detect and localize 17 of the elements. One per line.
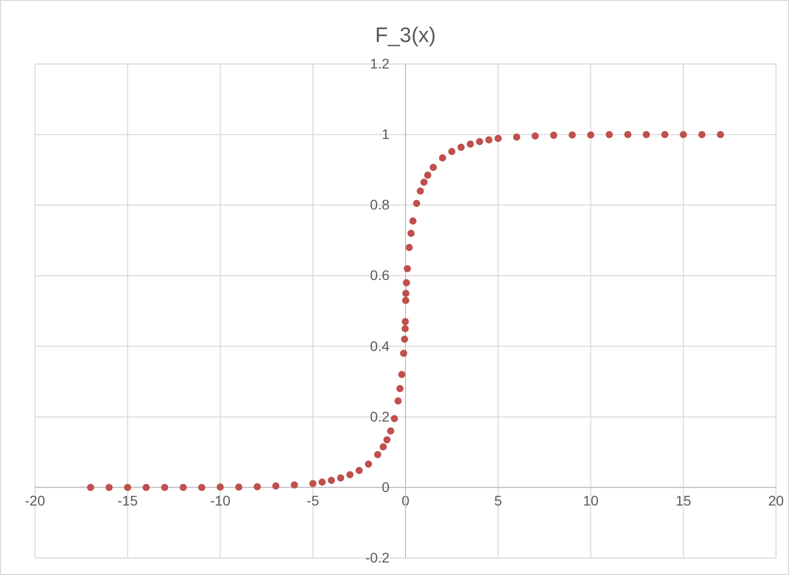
chart-title: F_3(x) xyxy=(375,24,436,47)
y-tick-label: -0.2 xyxy=(365,549,390,566)
x-tick-label: -5 xyxy=(306,492,320,508)
x-tick-label: 5 xyxy=(494,492,502,508)
x-tick-label: 10 xyxy=(582,492,599,508)
y-tick-label: 0.2 xyxy=(370,408,390,424)
x-tick-label: 20 xyxy=(768,492,784,508)
x-tick-label: -20 xyxy=(24,492,46,508)
y-tick-label: 0.8 xyxy=(370,196,390,213)
x-tick-label: 15 xyxy=(676,492,692,508)
y-tick-label: 0 xyxy=(382,478,390,495)
x-tick-label: -10 xyxy=(210,492,231,508)
x-tick-label: -15 xyxy=(118,492,138,508)
y-tick-label: 0.6 xyxy=(370,267,390,284)
y-tick-label: 0.4 xyxy=(370,338,390,354)
y-tick-label: 1.2 xyxy=(370,55,390,72)
y-tick-label: 1 xyxy=(382,126,390,142)
